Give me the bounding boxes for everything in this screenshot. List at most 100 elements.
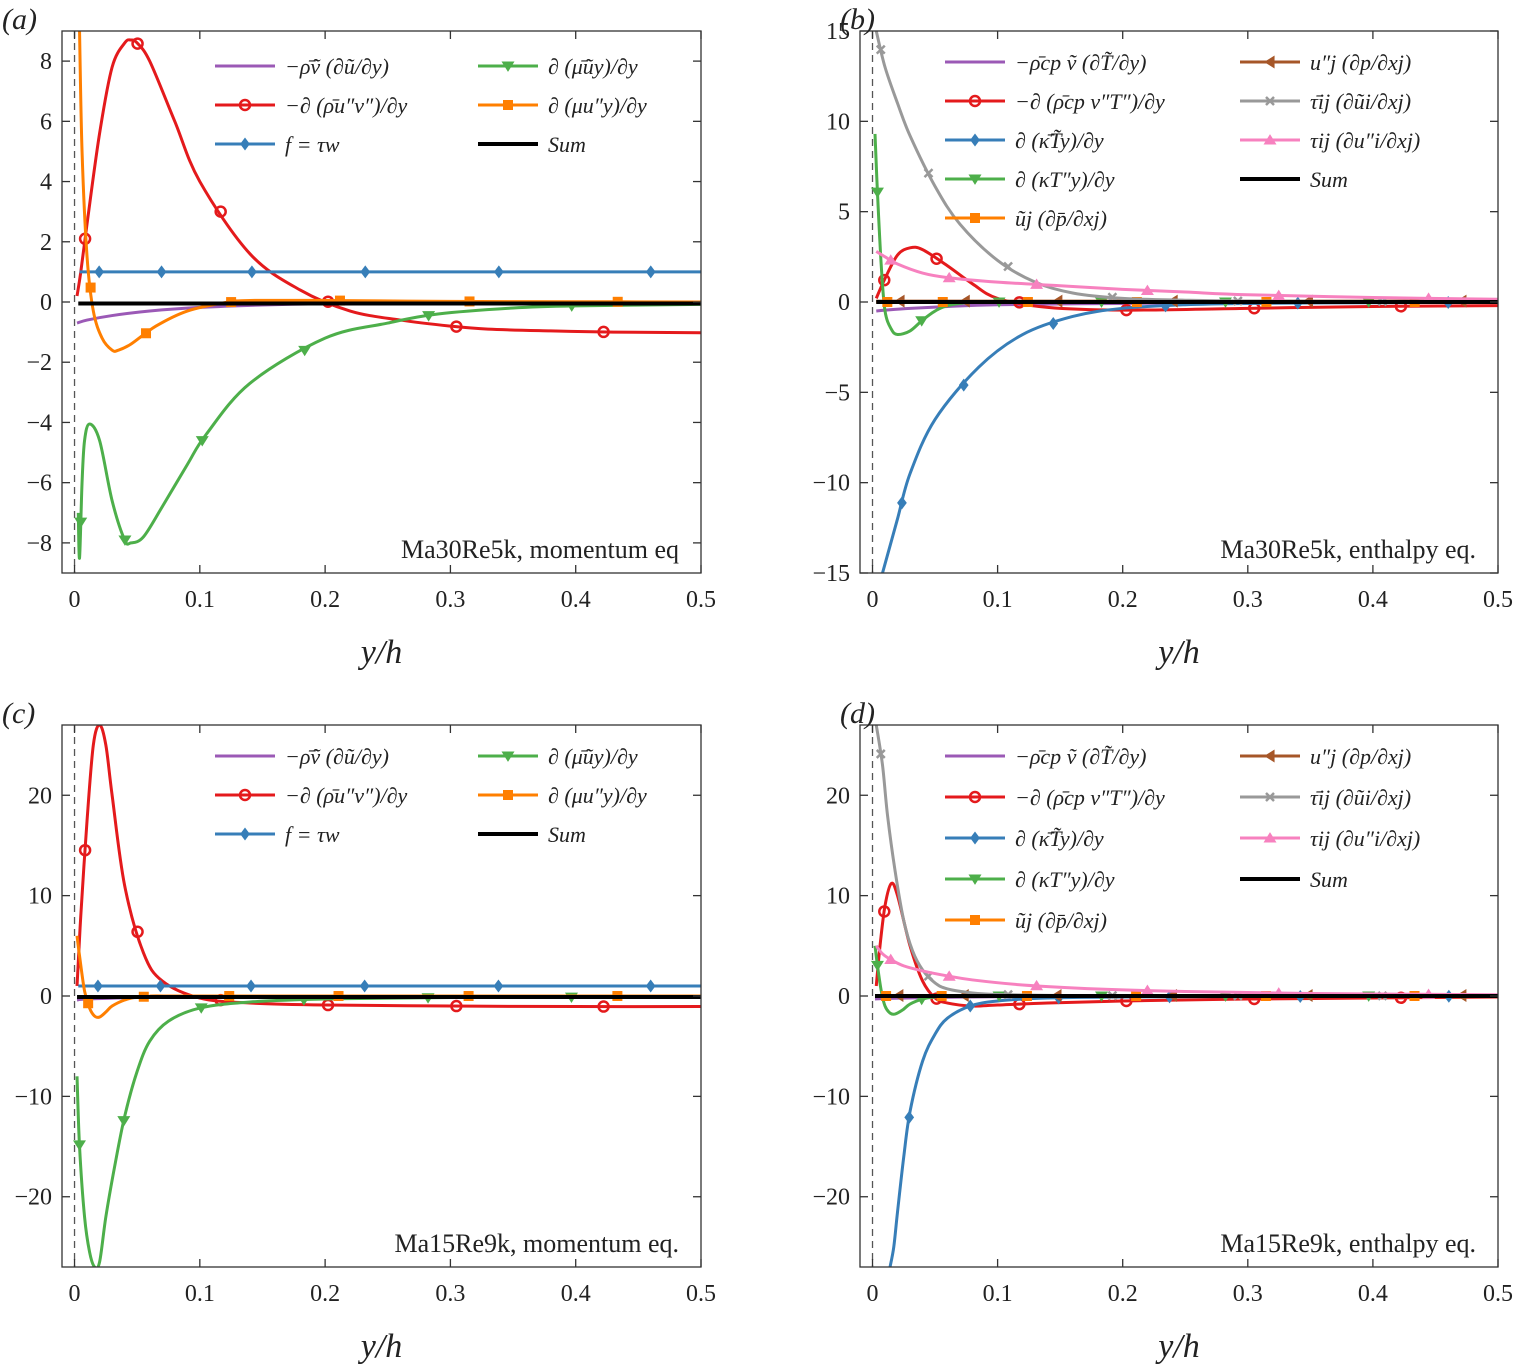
y-tick-label: 10 [826,109,850,135]
data-point [875,749,886,759]
legend-label: τ̄ij (∂ũi/∂xj) [1310,89,1411,114]
data-point [117,1116,131,1127]
data-point [78,843,92,857]
plot-area [870,31,1498,573]
legend-marker [1265,96,1275,106]
x-tick-label: 0.1 [185,1281,215,1307]
legend-marker [240,827,250,841]
legend-item: ∂ (μu″y)/∂y [478,783,647,808]
legend-marker [970,915,980,925]
series-line [875,250,1498,301]
x-tick-label: 0.5 [1483,587,1513,613]
x-axis-label: y/h [358,634,403,671]
data-point [645,979,656,993]
legend: −ρ̄cp ṽ (∂T̃/∂y) u″j (∂p/∂xj) −∂ (ρ̄cp v″T… [945,50,1420,231]
series-line [78,31,701,353]
y-tick-label: 20 [826,783,850,809]
data-point [597,325,610,339]
y-tick-label: 6 [40,109,52,135]
legend-marker [968,94,982,108]
data-point [93,979,103,993]
legend-label: −∂ (ρ̄cp v″T″)/∂y [1015,89,1165,114]
legend-marker [503,790,513,800]
y-tick-label: 0 [40,984,52,1010]
x-tick-label: 0.5 [686,587,716,613]
data-point [334,295,345,306]
data-point [298,345,312,357]
legend: −ρ̄cp ṽ (∂T̃/∂y) u″j (∂p/∂xj) −∂ (ρ̄cp v″T… [945,744,1420,933]
x-tick-label: 0.2 [310,1281,340,1307]
legend-label: u″j (∂p/∂xj) [1310,50,1411,75]
legend-label: f = τw [285,132,340,157]
x-axis-label: y/h [1155,634,1200,671]
legend-item: u″j (∂p/∂xj) [1240,744,1411,769]
legend-item: f = τw [215,132,340,157]
x-axis-label: y/h [358,1328,403,1365]
legend-item: u″j (∂p/∂xj) [1240,50,1411,75]
data-point [597,1000,610,1013]
data-point [493,979,504,993]
data-point [1107,292,1118,303]
data-point [450,999,463,1013]
legend-label: ∂ (μ̄ũy)/∂y [548,744,638,769]
panel-label: (c) [2,697,35,730]
legend-marker [238,98,252,112]
legend-item: −ρ̄cp ṽ (∂T̃/∂y) [945,50,1146,75]
y-tick-label: 8 [40,49,52,75]
data-point [131,925,144,939]
data-point [870,960,884,972]
legend-item: ∂ (κT″y)/∂y [945,867,1115,892]
data-point [141,328,152,339]
legend-marker [1264,55,1275,69]
data-point [493,265,504,279]
panel-annotation: Ma30Re5k, enthalpy eq. [1220,535,1476,564]
data-point [942,271,956,283]
legend-label: −ρ̄ṽ (∂ũ/∂y) [285,54,389,79]
x-tick-label: 0.4 [561,587,591,613]
x-tick-label: 0.1 [983,1281,1013,1307]
legend-label: ũj (∂p̄/∂xj) [1015,206,1107,231]
y-tick-label: 20 [28,783,52,809]
data-point [214,205,227,218]
legend-item: −ρ̄ṽ (∂ũ/∂y) [215,744,389,769]
data-point [72,1140,86,1151]
data-point [915,316,929,327]
data-point [1030,278,1044,289]
legend-item: −∂ (ρ̄u″v″)/∂y [215,93,408,118]
legend-item: −ρ̄cp ṽ (∂T̃/∂y) [945,744,1146,769]
series-line [75,38,701,335]
legend-item: ∂ (κT″y)/∂y [945,167,1115,192]
data-point [1048,316,1059,330]
data-point [884,953,898,965]
legend-item: τij (∂u″i/∂xj) [1240,826,1420,851]
plot-area [72,725,701,1267]
legend-marker [968,790,982,804]
data-point [156,265,167,279]
x-tick-label: 0.3 [435,587,465,613]
panel-b: 0 0.1 0.2 0.3 0.4 0.5 15 10 5 0 −5 −10 −15 y/h (b) Ma30… [812,3,1513,671]
legend-item: ũj (∂p̄/∂xj) [945,206,1107,231]
panel-label: (d) [840,697,875,730]
x-tick-label: 0.3 [1233,1281,1263,1307]
legend-marker [970,831,980,845]
legend-marker [968,874,982,885]
data-point [884,254,898,265]
y-tick-label: 10 [28,884,52,910]
legend-item: τ̄ij (∂ũi/∂xj) [1240,89,1411,114]
data-point [360,265,371,279]
data-point [83,998,94,1009]
legend-marker [1263,832,1277,843]
y-tick-label: −10 [812,471,850,497]
legend-label: −ρ̄cp ṽ (∂T̃/∂y) [1015,50,1146,75]
y-tick-label: −20 [812,1185,850,1211]
legend-item: Sum [1240,867,1348,892]
data-point [94,265,105,279]
data-point [131,37,144,50]
data-point [359,979,370,993]
legend-item: −∂ (ρ̄cp v″T″)/∂y [945,785,1165,810]
y-tick-label: 0 [40,290,52,316]
legend-item: ∂ (μ̄ũy)/∂y [478,744,638,769]
data-point [1272,289,1286,300]
legend-label: u″j (∂p/∂xj) [1310,744,1411,769]
